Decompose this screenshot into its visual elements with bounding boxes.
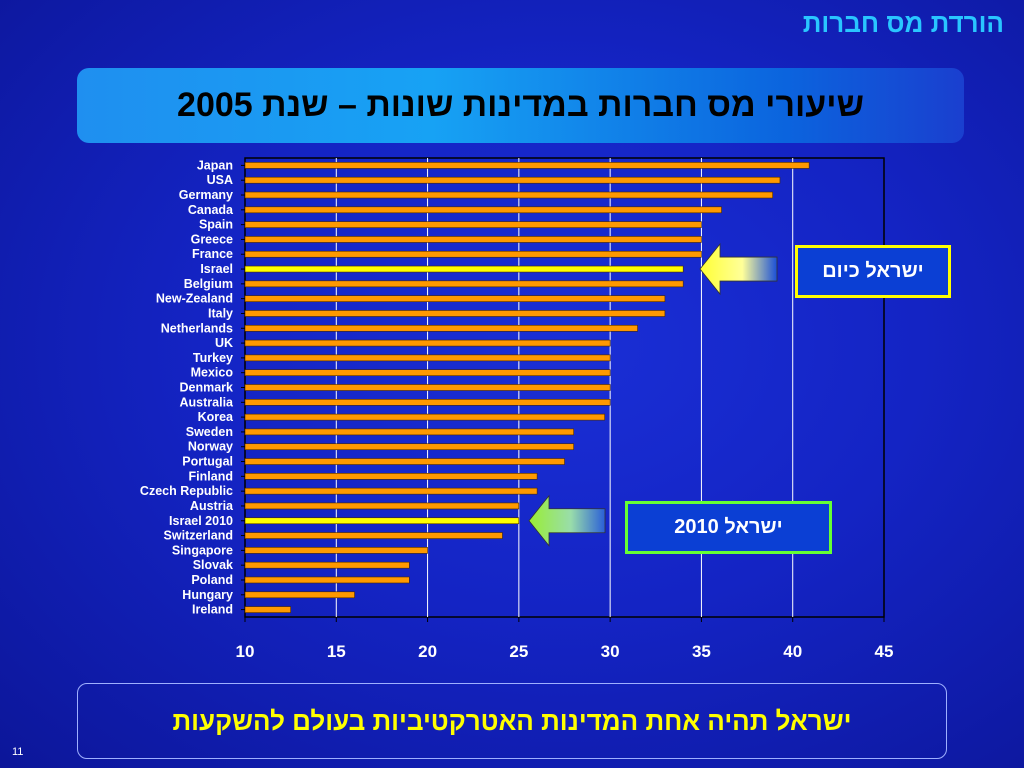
bar: [244, 561, 410, 569]
bar: [244, 487, 538, 495]
x-tick-label: 40: [783, 642, 802, 661]
category-label: Belgium: [184, 277, 233, 291]
bar: [244, 265, 684, 273]
bar: [244, 236, 702, 243]
slide-header: הורדת מס חברות: [802, 8, 1004, 38]
category-label: Italy: [208, 306, 233, 320]
x-tick-label: 15: [327, 642, 346, 661]
bar-chart: 10 15 20 25 30 35 40 45 JapanUSAGermanyCanadaSpa…: [140, 157, 894, 661]
title-banner: שיעורי מס חברות במדינות שונות – שנת 2005: [77, 68, 964, 143]
category-label: Norway: [188, 440, 233, 454]
bar: [244, 473, 538, 480]
category-label: Ireland: [192, 603, 233, 617]
arrow-israel-2010-icon: [528, 494, 606, 547]
category-label: Canada: [188, 203, 234, 217]
category-label: Switzerland: [164, 529, 233, 543]
bar: [244, 517, 520, 525]
category-label: Portugal: [182, 455, 233, 469]
bar: [244, 502, 520, 510]
bar: [244, 428, 574, 436]
bar: [244, 369, 611, 376]
bar: [244, 413, 605, 421]
category-label: Spain: [199, 218, 233, 232]
bar: [244, 532, 503, 539]
category-label: France: [192, 247, 233, 261]
category-label: Israel: [200, 262, 233, 276]
bar: [244, 280, 684, 288]
bar: [244, 399, 611, 406]
slide-number: 11: [12, 746, 24, 758]
x-tick-label: 10: [236, 642, 255, 661]
category-label: Singapore: [172, 543, 233, 557]
category-label: Finland: [189, 469, 233, 483]
category-label: Hungary: [182, 588, 233, 602]
category-label: Denmark: [180, 381, 234, 395]
bar: [244, 606, 291, 613]
x-tick-label: 25: [509, 642, 528, 661]
bar: [244, 458, 565, 465]
bar: [244, 310, 666, 317]
arrow-israel-today-icon: [699, 242, 778, 296]
x-tick-label: 45: [875, 642, 894, 661]
category-label: Netherlands: [161, 321, 233, 335]
callout-israel-2010-label: ישראל 2010: [674, 516, 783, 538]
bar: [244, 591, 355, 599]
category-label: Germany: [179, 188, 233, 202]
callout-israel-today-label: ישראל כיום: [822, 260, 924, 282]
slide-title: שיעורי מס חברות במדינות שונות – שנת 2005: [177, 86, 864, 124]
category-label: UK: [215, 336, 233, 350]
category-label: Korea: [198, 410, 234, 424]
bar: [244, 547, 428, 554]
bar: [244, 295, 666, 302]
bar: [244, 191, 773, 199]
bar: [244, 339, 611, 347]
conclusion-box: ישראל תהיה אחת המדינות האטרקטיביות בעולם…: [77, 683, 947, 759]
conclusion-text: ישראל תהיה אחת המדינות האטרקטיביות בעולם…: [172, 705, 852, 736]
bar: [244, 324, 638, 332]
category-label: Austria: [190, 499, 234, 513]
category-label: Czech Republic: [140, 484, 233, 498]
category-label: Greece: [191, 232, 233, 246]
category-label: Slovak: [193, 558, 233, 572]
bar: [244, 576, 410, 584]
category-label: Japan: [197, 158, 233, 172]
category-label: Israel 2010: [169, 514, 233, 528]
callout-israel-2010: ישראל 2010: [625, 501, 832, 554]
bar: [244, 206, 722, 214]
category-label: USA: [207, 173, 233, 187]
bar: [244, 443, 574, 451]
category-label: Sweden: [186, 425, 233, 439]
bar: [244, 354, 611, 362]
x-tick-label: 30: [601, 642, 620, 661]
bar: [244, 176, 781, 184]
bar: [244, 250, 702, 258]
x-tick-label: 35: [692, 642, 711, 661]
callout-israel-today: ישראל כיום: [795, 245, 951, 298]
category-label: Turkey: [193, 351, 233, 365]
category-label: New-Zealand: [156, 292, 233, 306]
x-tick-label: 20: [418, 642, 437, 661]
bar: [244, 162, 810, 169]
bar: [244, 384, 611, 391]
category-label: Australia: [180, 395, 235, 409]
bar: [244, 221, 702, 228]
category-label: Poland: [191, 573, 233, 587]
category-label: Mexico: [191, 366, 234, 380]
